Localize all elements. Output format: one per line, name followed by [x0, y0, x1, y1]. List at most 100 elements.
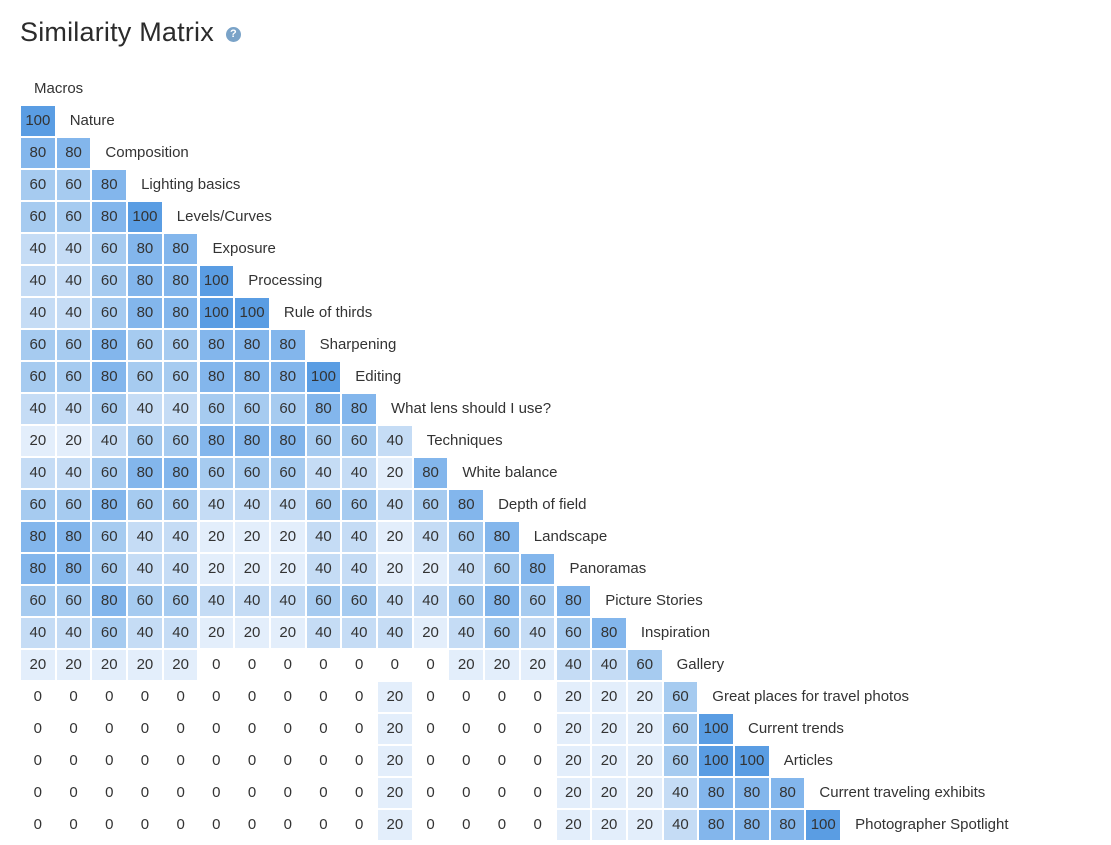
matrix-cell: 40 — [342, 522, 376, 552]
matrix-cell: 40 — [378, 490, 412, 520]
matrix-cell: 80 — [163, 458, 198, 488]
matrix-cell: 20 — [378, 554, 412, 584]
matrix-cell: 0 — [413, 650, 448, 680]
matrix-cell: 40 — [520, 618, 555, 648]
matrix-cell: 0 — [413, 682, 448, 712]
matrix-cell: 60 — [449, 586, 484, 616]
matrix-cell: 60 — [128, 426, 162, 456]
matrix-cell: 80 — [735, 810, 769, 840]
matrix-cell: 60 — [663, 682, 698, 712]
matrix-cell: 20 — [235, 554, 269, 584]
matrix-cell: 0 — [449, 778, 484, 808]
matrix-cell: 0 — [413, 746, 448, 776]
matrix-cell: 80 — [270, 362, 305, 392]
matrix-cell: 100 — [806, 810, 841, 840]
matrix-cell: 0 — [342, 650, 376, 680]
matrix-cell: 60 — [21, 202, 55, 232]
row-label: Lighting basics — [141, 176, 241, 193]
matrix-cell: 0 — [199, 778, 234, 808]
matrix-cell: 20 — [378, 458, 412, 488]
matrix-cell: 40 — [56, 266, 91, 296]
matrix-cell: 20 — [56, 650, 91, 680]
matrix-cell: 20 — [449, 650, 484, 680]
matrix-cell: 0 — [413, 778, 448, 808]
row-label: Depth of field — [498, 496, 587, 513]
matrix-cell: 20 — [592, 714, 626, 744]
matrix-cell: 80 — [163, 298, 198, 328]
matrix-cell: 20 — [627, 746, 662, 776]
matrix-cell: 100 — [199, 298, 234, 328]
matrix-cell: 40 — [128, 618, 162, 648]
matrix-cell: 80 — [485, 522, 519, 552]
matrix-cell: 20 — [199, 554, 234, 584]
matrix-cell: 20 — [592, 682, 626, 712]
matrix-cell: 40 — [56, 234, 91, 264]
matrix-cell: 100 — [306, 362, 341, 392]
matrix-cell: 20 — [199, 618, 234, 648]
matrix-cell: 0 — [92, 714, 127, 744]
matrix-cell: 60 — [92, 522, 127, 552]
question-circle-icon[interactable]: ? — [225, 26, 241, 42]
matrix-cell: 60 — [342, 586, 376, 616]
matrix-cell: 60 — [92, 298, 127, 328]
matrix-cell: 0 — [413, 810, 448, 840]
matrix-cell: 60 — [342, 426, 376, 456]
matrix-cell: 40 — [342, 458, 376, 488]
matrix-cell: 0 — [128, 714, 162, 744]
matrix-cell: 40 — [342, 618, 376, 648]
matrix-cell: 20 — [413, 618, 448, 648]
matrix-cell: 20 — [627, 810, 662, 840]
matrix-cell: 0 — [449, 714, 484, 744]
matrix-cell: 80 — [699, 810, 733, 840]
matrix-cell: 80 — [592, 618, 626, 648]
matrix-cell: 80 — [92, 586, 127, 616]
matrix-cell: 0 — [378, 650, 412, 680]
matrix-cell: 40 — [306, 522, 341, 552]
matrix-cell: 80 — [199, 426, 234, 456]
row-label: Editing — [355, 368, 402, 385]
matrix-cell: 40 — [199, 490, 234, 520]
matrix-cell: 40 — [378, 586, 412, 616]
matrix-cell: 60 — [485, 618, 519, 648]
row-label: Rule of thirds — [283, 304, 373, 321]
matrix-cell: 0 — [56, 682, 91, 712]
matrix-cell: 60 — [21, 330, 55, 360]
matrix-cell: 0 — [21, 778, 55, 808]
matrix-cell: 100 — [699, 746, 733, 776]
matrix-cell: 0 — [485, 810, 519, 840]
matrix-cell: 40 — [56, 458, 91, 488]
row-label: Composition — [105, 144, 189, 161]
matrix-cell: 80 — [56, 522, 91, 552]
matrix-cell: 0 — [199, 746, 234, 776]
matrix-cell: 80 — [163, 266, 198, 296]
matrix-cell: 60 — [306, 490, 341, 520]
matrix-cell: 40 — [56, 394, 91, 424]
page-title: Similarity Matrix — [20, 16, 214, 47]
matrix-cell: 20 — [413, 554, 448, 584]
matrix-cell: 0 — [235, 682, 269, 712]
matrix-cell: 60 — [92, 618, 127, 648]
matrix-cell: 20 — [235, 618, 269, 648]
matrix-cell: 40 — [306, 618, 341, 648]
matrix-cell: 0 — [163, 778, 198, 808]
row-label: Nature — [69, 112, 115, 129]
matrix-cell: 0 — [56, 778, 91, 808]
row-label: Picture Stories — [605, 592, 703, 609]
matrix-cell: 0 — [306, 810, 341, 840]
row-label: Photographer Spotlight — [855, 816, 1009, 833]
matrix-cell: 40 — [199, 586, 234, 616]
matrix-cell: 60 — [413, 490, 448, 520]
matrix-cell: 0 — [270, 810, 305, 840]
matrix-cell: 0 — [520, 810, 555, 840]
matrix-cell: 40 — [342, 554, 376, 584]
matrix-cell: 0 — [520, 714, 555, 744]
matrix-cell: 0 — [520, 778, 555, 808]
matrix-cell: 0 — [485, 746, 519, 776]
matrix-cell: 40 — [163, 554, 198, 584]
matrix-cell: 0 — [449, 746, 484, 776]
matrix-cell: 40 — [128, 522, 162, 552]
row-label: Current trends — [748, 720, 844, 737]
matrix-cell: 40 — [306, 458, 341, 488]
matrix-cell: 80 — [92, 202, 127, 232]
matrix-cell: 0 — [128, 810, 162, 840]
